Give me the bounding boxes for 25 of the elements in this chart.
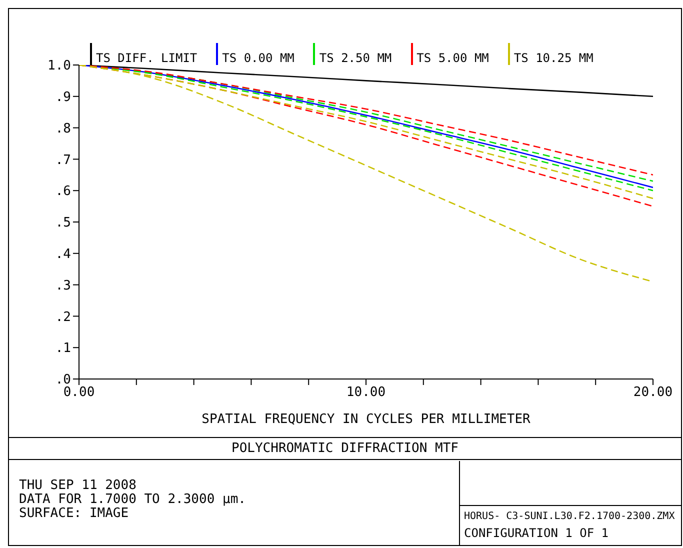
y-tick-label: .6 <box>55 184 71 200</box>
y-tick-label: 1.0 <box>48 58 71 74</box>
y-tick-label: .7 <box>55 152 71 168</box>
x-tick-label: 10.00 <box>346 385 386 400</box>
legend-label: TS 2.50 MM <box>319 51 392 65</box>
y-tick-label: .1 <box>55 341 71 356</box>
text: DATA FOR 1.7000 TO 2.3000 μm. <box>19 492 246 507</box>
text: THU SEP 11 2008 <box>19 478 136 493</box>
legend-label: TS 0.00 MM <box>222 51 294 65</box>
legend-label: TS 10.25 MM <box>514 51 594 65</box>
text: HORUS- C3-SUNI.L30.F2.1700-2300.ZMX <box>464 511 675 522</box>
y-tick-label: .9 <box>55 90 71 106</box>
x-tick-label: 0.00 <box>63 385 95 400</box>
y-tick-label: .2 <box>55 310 71 325</box>
legend-label: TS DIFF. LIMIT <box>96 51 198 65</box>
text: POLYCHROMATIC DIFFRACTION MTF <box>9 437 681 460</box>
y-tick-label: .4 <box>55 247 72 262</box>
text: CONFIGURATION 1 OF 1 <box>464 526 608 540</box>
x-axis-title: SPATIAL FREQUENCY IN CYCLES PER MILLIMETER <box>202 412 531 427</box>
legend-label: TS 5.00 MM <box>416 51 489 65</box>
y-tick-label: .5 <box>55 216 71 231</box>
y-tick-label: .8 <box>55 121 71 136</box>
x-tick-label: 20.00 <box>633 385 673 400</box>
text: SURFACE: IMAGE <box>19 506 129 521</box>
y-tick-label: .3 <box>55 278 71 294</box>
